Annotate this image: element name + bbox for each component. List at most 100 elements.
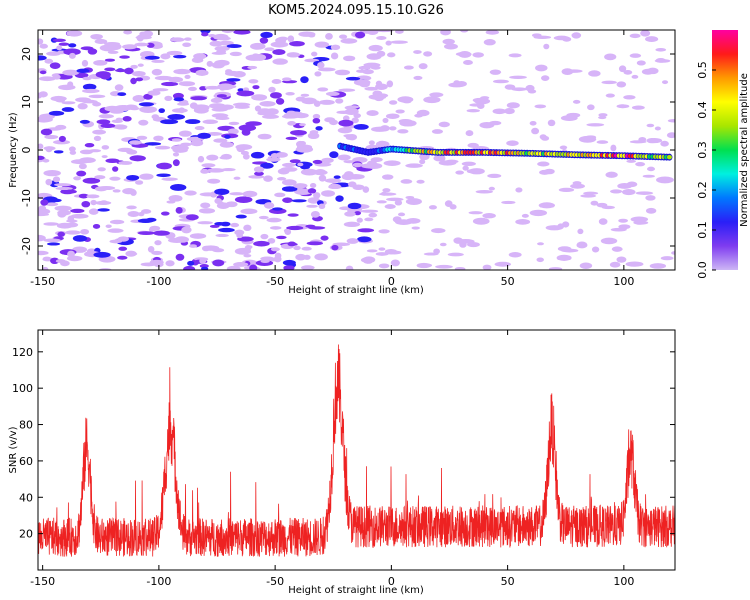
spectrogram-cell [541,135,550,141]
spectrogram-cell [138,102,155,107]
spectrogram-cell [596,140,609,144]
spectrogram-cell [577,228,584,235]
spectrogram-cell [286,225,304,231]
spectrogram-cell [81,99,98,104]
spectrogram-cell [330,44,341,51]
spectrogram-cell [570,183,585,189]
spectrogram-cell [144,142,162,146]
spectrogram-cell [199,263,209,269]
spectrogram-y-label: Frequency (Hz) [8,112,19,188]
spectrogram-cell [79,119,90,124]
spectrogram-cell [424,263,433,267]
spectrogram-cell [234,247,252,255]
spectrogram-cell [366,249,378,253]
spectrogram-cell [583,191,599,195]
spectrogram-cell [92,129,106,135]
spectrogram-cell [77,103,88,110]
spectrogram-cell [305,224,316,228]
spectrogram-cell [286,52,300,58]
spectrogram-cell [160,211,170,216]
spectrogram-cell [55,186,73,191]
spectrogram-cell [112,189,121,193]
spectrogram-cell [69,150,77,155]
spectrogram-cell [387,250,402,255]
spectrogram-cell [166,50,183,56]
spectrogram-cell [254,105,262,112]
spectrogram-cell [299,123,306,127]
spectrogram-cell [38,143,44,150]
spectrogram-cell [598,116,607,120]
spectrogram-marks [38,30,675,270]
spectrogram-cell [313,192,321,199]
spectrogram-cell [359,81,370,88]
spectrogram-cell [535,64,548,72]
spectrogram-cell [81,59,89,67]
spectrogram-cell [44,58,54,64]
spectrogram-cell [378,247,386,251]
spectrogram-cell [253,166,265,173]
spectrogram-cell [610,227,627,232]
spectrogram-cell [533,35,552,40]
colorbar-tick-label: 0.1 [696,221,709,239]
spectrogram-cell [509,75,527,80]
spectrogram-cell [281,186,298,192]
spectrogram-cell [259,101,276,107]
spectrogram-cell [635,191,654,195]
spectrogram-cell [195,69,209,76]
spectrogram-cell [230,222,240,228]
spectrogram-cell [170,145,189,151]
spectrogram-cell [560,115,578,122]
spectrogram-cell [197,221,213,225]
spectrogram-cell [78,193,89,199]
spectrogram-cell [285,136,298,140]
spectrogram-cell [610,144,617,152]
spectrogram-cell [99,44,117,52]
spectrogram-cell [547,119,556,127]
spectrogram-cell [337,154,351,161]
spectrogram-cell [506,140,519,146]
spectrogram-cell [160,53,171,60]
spectrogram-cell [386,80,394,88]
spectrogram-cell [351,117,359,124]
spectrogram-cell [366,30,379,36]
spectrogram-cell [260,233,269,240]
signal-track-cell [666,154,672,160]
spectrogram-cell [306,241,324,246]
spectrogram-cell [384,204,396,209]
spectrogram-cell [380,125,390,132]
spectrogram-cell [180,142,192,147]
spectrogram-cell [130,77,137,85]
spectrogram-cell [640,30,651,37]
spectrogram-cell [440,30,451,36]
spectrogram-cell [300,93,310,97]
spectrogram-cell [465,130,474,137]
spectrogram-cell [94,175,106,180]
spectrogram-cell [199,257,207,264]
spectrogram-cell [656,176,674,184]
spectrogram-cell [438,154,446,162]
y-tick-label: 20 [19,528,33,541]
spectrogram-cell [548,267,563,270]
spectrogram-cell [236,90,255,97]
spectrogram-cell [173,54,187,59]
spectrogram-cell [287,241,297,247]
spectrogram-cell [397,129,409,134]
spectrogram-cell [317,67,336,72]
spectrogram-cell [300,168,318,176]
spectrogram-cell [325,91,340,96]
spectrogram-cell [428,205,437,210]
spectrogram-cell [151,59,165,63]
spectrogram-cell [107,228,124,233]
spectrogram-cell [38,250,49,256]
spectrogram-cell [80,46,94,51]
spectrogram-cell [93,60,108,66]
spectrogram-cell [576,241,588,249]
spectrogram-cell [80,228,90,235]
spectrogram-cell [281,179,297,186]
spectrogram-cell [117,92,127,97]
spectrogram-cell [590,200,599,206]
spectrogram-cell [38,234,46,242]
spectrogram-cell [616,81,627,88]
spectrogram-cell [241,128,251,136]
spectrogram-cell [508,53,522,58]
